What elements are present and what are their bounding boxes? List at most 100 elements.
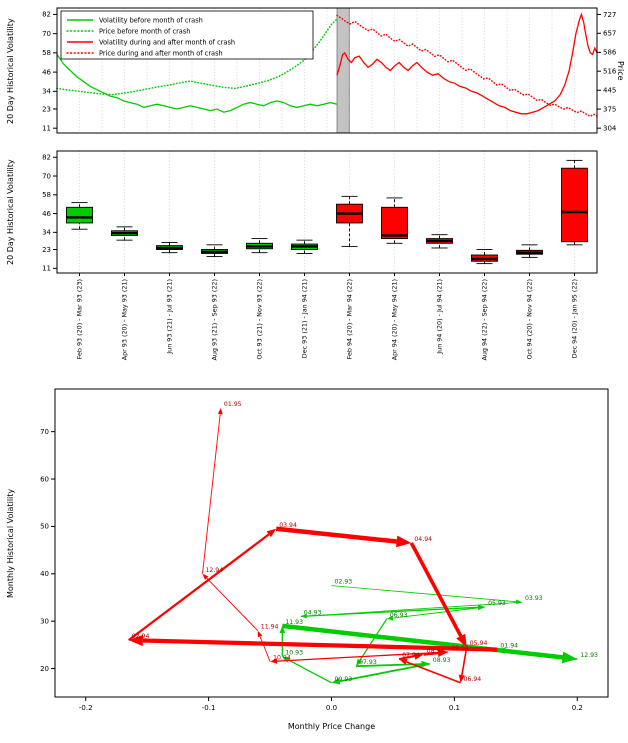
- point-label-02.93: 02.93: [335, 579, 353, 586]
- tick-label: 60: [40, 475, 49, 483]
- series-vol-after: [336, 12, 598, 115]
- point-label-02.94: 02.94: [132, 633, 150, 640]
- category-label-5: Dec 93 (21) - Jan 94 (21): [301, 279, 309, 358]
- point-label-11.93: 11.93: [285, 619, 303, 626]
- arrow-segment-03.94-04.94: [275, 526, 397, 544]
- tick-label: 20: [40, 665, 49, 673]
- point-label-03.93: 03.93: [525, 595, 543, 602]
- box-7: [381, 206, 408, 240]
- arrow-head-12.94: [202, 573, 209, 580]
- arrow-segment-07.93-08.93: [356, 663, 422, 668]
- arrow-segment-01.94-02.94: [142, 638, 498, 652]
- legend-label-price-after: Price during and after month of crash: [99, 49, 223, 57]
- point-label-05.93: 05.93: [488, 600, 506, 607]
- category-label-10: Oct 94 (20) - Nov 94 (22): [526, 279, 534, 360]
- mid-chart-y-axis-title: 20 Day Historical Volatility: [6, 159, 15, 265]
- tick-label: 727: [603, 11, 616, 19]
- volatility-price-timeseries-chart: 11 23 34 46 58 70 82 304 375 445 516 586 657 727 Volat…: [42, 7, 617, 134]
- tick-label: 11: [42, 265, 51, 273]
- tick-label: 516: [603, 67, 617, 75]
- arrow-head-11.94: [257, 630, 263, 638]
- point-label-09.94: 09.94: [451, 645, 469, 652]
- point-label-08.94: 08.94: [427, 647, 445, 654]
- tick-label: 23: [42, 105, 51, 113]
- monthly-volatility-boxplot-chart: 11 23 34 46 58 70 82 Feb 93 (20) - Mar 93 (23) A…: [42, 150, 598, 361]
- arrow-segment-02.93-03.93: [331, 585, 517, 603]
- tick-label: 304: [603, 124, 617, 132]
- arrow-head-10.94: [270, 658, 278, 664]
- arrow-head-11.93: [279, 625, 286, 633]
- arrow-segment-09.94-10.94: [277, 651, 449, 662]
- point-label-06.93: 06.93: [390, 612, 408, 619]
- arrow-segment-04.94-05.94: [409, 542, 463, 637]
- category-label-7: Apr 94 (20) - May 94 (21): [391, 279, 399, 360]
- point-label-07.94: 07.94: [402, 652, 420, 659]
- category-label-11: Dec 94 (20) - Jan 95 (22): [571, 279, 579, 358]
- tick-label: 58: [42, 49, 51, 57]
- arrow-head-01.94: [497, 647, 506, 654]
- tick-label: 34: [42, 88, 51, 96]
- category-label-9: Aug 94 (22) - Sep 94 (22): [481, 279, 489, 361]
- volatility-vs-price-change-phase-chart: -0.2 -0.1 0.0 0.1 0.2 20 30 40 50 60 70 02.93 03.93 0…: [40, 388, 609, 712]
- arrow-head-05.94: [456, 633, 467, 648]
- tick-label: 58: [42, 191, 51, 199]
- arrow-segment-12.94-01.95: [202, 414, 221, 574]
- legend-label-vol-after: Volatility during and after month of cra…: [99, 38, 235, 46]
- tick-label: 40: [40, 570, 49, 578]
- tick-label: 445: [603, 87, 616, 95]
- category-label-1: Apr 93 (20) - May 93 (21): [121, 279, 129, 360]
- plot-frame: [56, 150, 598, 274]
- point-label-10.94: 10.94: [273, 654, 291, 661]
- tick-label: 657: [603, 30, 616, 38]
- arrow-head-09.94: [437, 648, 449, 657]
- tick-label: 11: [42, 124, 51, 132]
- legend-label-price-before: Price before month of crash: [99, 27, 190, 35]
- point-label-12.93: 12.93: [580, 652, 598, 659]
- arrow-head-06.93: [386, 615, 394, 621]
- tick-label: 375: [603, 105, 616, 113]
- top-chart-y-axis-title: 20 Day Historical Volatility: [6, 18, 15, 124]
- arrow-head-04.94: [396, 535, 412, 548]
- bottom-chart-x-axis-title: Monthly Price Change: [287, 722, 376, 731]
- plot-frame: [54, 388, 609, 698]
- category-label-4: Oct 93 (21) - Nov 93 (22): [256, 279, 264, 360]
- category-label-2: Jun 93 (21) - Jul 93 (21): [166, 279, 174, 355]
- box-0: [66, 206, 93, 224]
- arrow-head-09.93: [331, 677, 341, 685]
- box-11: [561, 167, 588, 243]
- arrow-segment-09.93-10.93: [288, 659, 332, 684]
- arrow-head-06.94: [458, 674, 465, 683]
- tick-label: 46: [42, 210, 51, 218]
- tick-label: 34: [42, 229, 51, 237]
- point-label-01.95: 01.95: [224, 401, 242, 408]
- arrow-head-03.93: [515, 599, 522, 605]
- arrow-head-03.94: [266, 528, 277, 538]
- legend-box: [60, 10, 314, 60]
- tick-label: -0.2: [79, 704, 93, 712]
- arrow-segment-06.93-07.93: [359, 618, 388, 661]
- tick-label: 23: [42, 246, 51, 254]
- point-label-04.94: 04.94: [414, 536, 432, 543]
- tick-label: 82: [42, 11, 51, 19]
- arrow-segment-05.94-06.94: [461, 647, 468, 676]
- arrow-segment-11.94-12.94: [206, 577, 259, 632]
- arrow-segment-04.93-05.93: [300, 606, 479, 618]
- legend-label-vol-before: Volatility before month of crash: [99, 16, 203, 24]
- series-vol-before: [56, 54, 338, 113]
- bottom-chart-y-axis-title: Monthly Historical Volatility: [6, 488, 15, 598]
- tick-label: 46: [42, 68, 51, 76]
- arrow-head-07.94: [399, 659, 408, 665]
- arrow-head-07.93: [356, 658, 363, 667]
- tick-label: 0.0: [326, 704, 337, 712]
- category-label-3: Aug 93 (21) - Sep 93 (22): [211, 279, 219, 361]
- tick-label: 82: [42, 154, 51, 162]
- tick-label: 70: [42, 30, 51, 38]
- series-price-after: [336, 14, 598, 118]
- series-price-before: [56, 18, 338, 96]
- point-label-11.94: 11.94: [261, 624, 279, 631]
- arrow-segment-06.94-07.94: [406, 661, 461, 684]
- point-label-01.94: 01.94: [500, 643, 518, 650]
- tick-label: 50: [40, 523, 49, 531]
- point-label-10.93: 10.93: [285, 650, 303, 657]
